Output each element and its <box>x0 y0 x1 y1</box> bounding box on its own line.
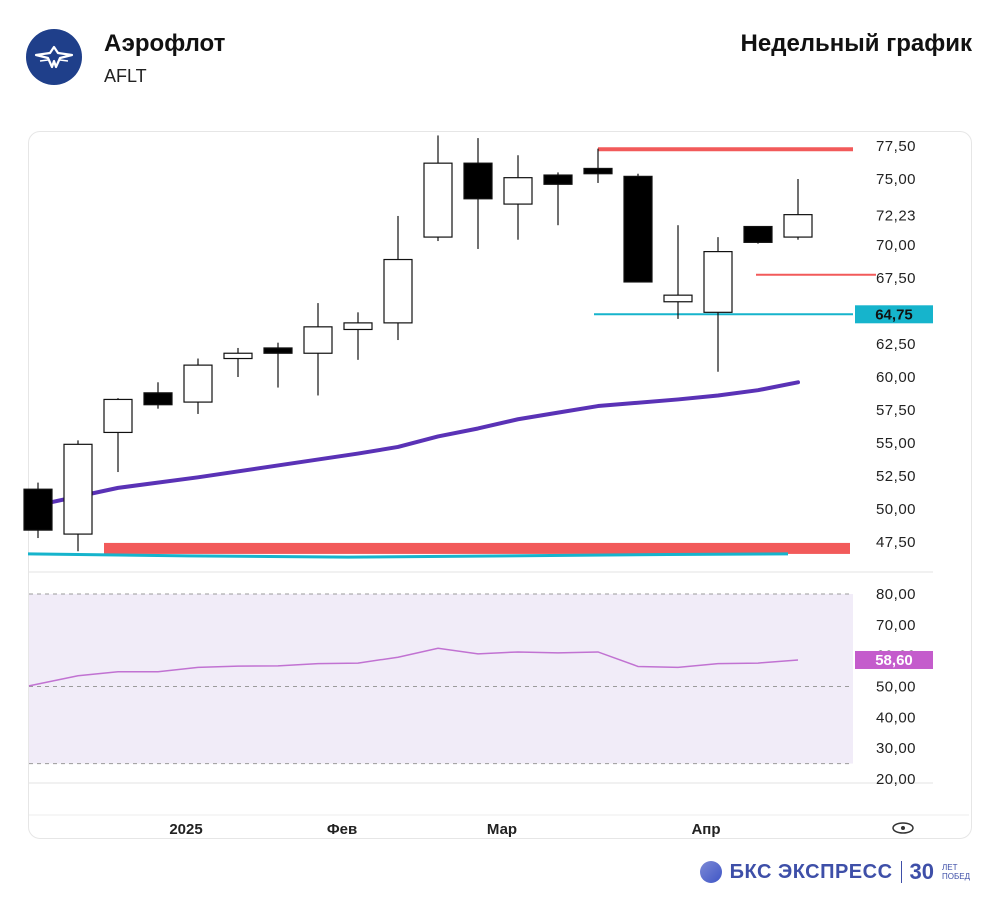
support-curve <box>27 552 789 559</box>
candle-bull-body <box>103 398 133 434</box>
price-tick-label: 60,00 <box>876 369 916 386</box>
current-price-label: 64,75 <box>875 306 913 323</box>
axis-settings-icon <box>892 822 914 834</box>
candle-8 <box>343 312 373 360</box>
winged-emblem-icon <box>34 45 74 69</box>
candle-bear-body <box>743 225 773 243</box>
candle-5 <box>223 347 253 377</box>
candle-0 <box>23 482 53 539</box>
candle-6 <box>263 342 293 388</box>
brand-divider <box>900 861 902 883</box>
rsi-tick-label: 30,00 <box>876 740 916 757</box>
candle-12 <box>503 155 533 240</box>
rsi-current-label: 58,60 <box>875 652 913 669</box>
rsi-tick-label: 40,00 <box>876 709 916 726</box>
time-tick-label: Мар <box>487 821 517 838</box>
candle-1 <box>63 440 93 552</box>
anniversary-note: ЛЕТ ПОБЕД <box>942 863 970 881</box>
candle-13 <box>543 172 573 226</box>
price-tick-label: 70,00 <box>876 237 916 254</box>
candle-15 <box>623 173 653 283</box>
candle-bear-body <box>263 347 293 354</box>
bks-brand: БКС ЭКСПРЕСС 30 ЛЕТ ПОБЕД <box>699 858 970 886</box>
support-zone-band <box>104 542 850 554</box>
bks-name: БКС ЭКСПРЕСС <box>729 860 893 883</box>
rsi-line <box>28 647 799 687</box>
price-tick-label: 72,23 <box>876 208 916 225</box>
rsi-band <box>29 594 853 764</box>
candle-9 <box>383 215 413 341</box>
candle-bear-body <box>23 488 53 531</box>
candle-bull-body <box>783 214 813 238</box>
candle-bear-body <box>463 162 493 200</box>
time-tick-label: Апр <box>691 821 720 838</box>
candle-7 <box>303 303 333 396</box>
rsi-tick-label: 80,00 <box>876 586 916 603</box>
rsi-current-badge <box>855 650 933 669</box>
candle-bear-body <box>583 167 613 175</box>
candle-bear-body <box>543 174 573 185</box>
aeroflot-logo <box>26 29 82 85</box>
candle-11 <box>463 138 493 249</box>
price-tick-label: 52,50 <box>876 468 916 485</box>
candle-bear-body <box>623 175 653 283</box>
rsi-tick-label: 70,00 <box>876 617 916 634</box>
candle-16 <box>663 225 693 319</box>
price-tick-label: 55,00 <box>876 435 916 452</box>
candle-14 <box>583 148 613 183</box>
candle-19 <box>783 179 813 240</box>
candle-bear-body <box>143 392 173 406</box>
candle-bull-body <box>343 322 373 331</box>
candle-bull-body <box>63 443 93 535</box>
candle-bull-body <box>423 162 453 238</box>
anniversary-number: 30 <box>909 859 935 884</box>
ticker-code: AFLT <box>104 66 147 86</box>
price-tick-label: 75,00 <box>876 171 916 188</box>
moving-average-line <box>36 380 800 508</box>
candle-bull-body <box>223 352 253 360</box>
price-tick-label: 57,50 <box>876 402 916 419</box>
candle-18 <box>743 225 773 244</box>
price-tick-label: 67,50 <box>876 270 916 287</box>
candle-bull-body <box>663 294 693 303</box>
time-tick-label: 2025 <box>169 821 202 838</box>
candle-2 <box>103 398 133 473</box>
candle-bull-body <box>383 258 413 324</box>
price-tick-label: 47,50 <box>876 534 916 551</box>
price-tick-label: 50,00 <box>876 501 916 518</box>
price-tick-label: 77,50 <box>876 138 916 155</box>
candle-3 <box>143 382 173 409</box>
time-tick-label: Фев <box>327 821 357 838</box>
chart-title: Недельный график <box>740 30 972 57</box>
current-price-badge <box>855 305 933 324</box>
axis-settings-icon-dot <box>901 826 905 830</box>
rsi-tick-label: 50,00 <box>876 679 916 696</box>
company-name: Аэрофлот <box>104 30 226 57</box>
price-tick-label: 62,50 <box>876 336 916 353</box>
candle-10 <box>423 135 453 242</box>
candle-bull-body <box>183 364 213 403</box>
rsi-tick-label: 20,00 <box>876 771 916 788</box>
candle-17 <box>703 237 733 372</box>
candle-bull-body <box>503 177 533 205</box>
candle-4 <box>183 358 213 414</box>
candle-bull-body <box>703 251 733 313</box>
candle-bull-body <box>303 326 333 354</box>
bks-logo-icon <box>699 861 722 883</box>
